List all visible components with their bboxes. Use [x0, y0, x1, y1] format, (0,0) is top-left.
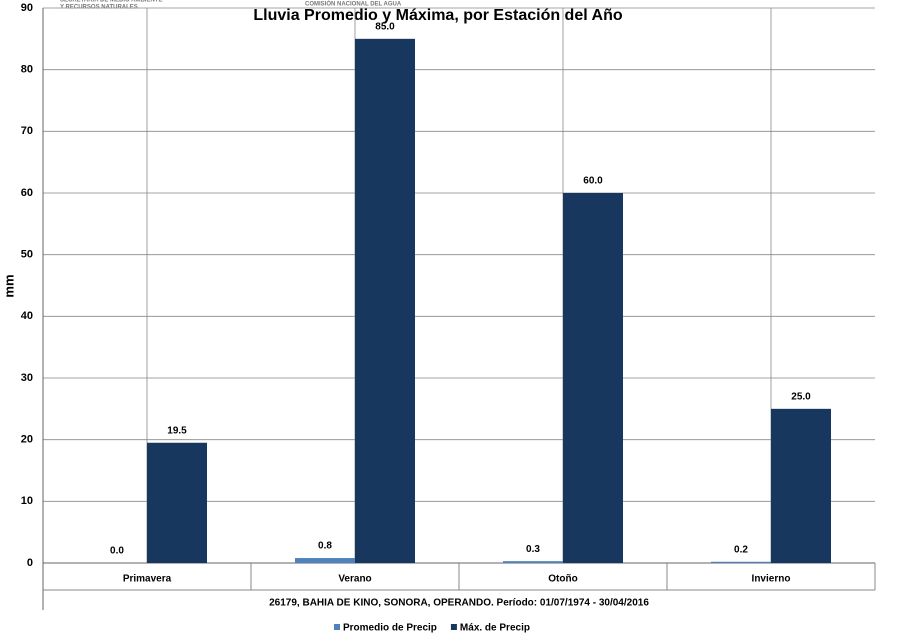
value-label: 85.0 [375, 21, 395, 32]
bar [295, 558, 355, 563]
y-tick-label: 60 [21, 187, 33, 199]
y-tick-label: 30 [21, 372, 33, 384]
value-label: 19.5 [167, 425, 187, 436]
legend-label: Promedio de Precip [343, 623, 437, 634]
y-tick-label: 10 [21, 495, 33, 507]
y-tick-label: 0 [27, 557, 33, 569]
y-tick-label: 80 [21, 64, 33, 76]
y-tick-label: 20 [21, 434, 33, 446]
bar [711, 561, 771, 563]
value-label: 60.0 [583, 176, 603, 187]
legend-swatch [450, 624, 457, 630]
logo-text: COMISIÓN NACIONAL DEL AGUA [305, 0, 402, 8]
value-label: 0.3 [526, 544, 540, 555]
value-label: 0.0 [110, 546, 124, 557]
y-tick-label: 90 [21, 2, 33, 14]
legend-label: Máx. de Precip [460, 623, 530, 634]
bar [147, 442, 207, 563]
y-tick-label: 50 [21, 249, 33, 261]
y-tick-label: 70 [21, 125, 33, 137]
value-label: 25.0 [791, 391, 811, 402]
bar [503, 561, 563, 563]
value-label: 0.8 [318, 541, 332, 552]
value-label: 0.2 [734, 544, 748, 555]
chart-title: Lluvia Promedio y Máxima, por Estación d… [253, 7, 622, 24]
subtitle: 26179, BAHIA DE KINO, SONORA, OPERANDO. … [269, 598, 649, 609]
bar [355, 38, 415, 564]
logo-text: Y RECURSOS NATURALES [60, 5, 138, 11]
y-tick-label: 40 [21, 310, 33, 322]
x-tick-label: Invierno [752, 574, 791, 585]
bar [563, 193, 623, 563]
bar [771, 408, 831, 563]
x-tick-label: Otoño [548, 574, 577, 585]
y-axis-label: mm [1, 274, 16, 297]
legend-swatch [334, 624, 340, 630]
x-tick-label: Verano [338, 574, 371, 585]
x-tick-label: Primavera [123, 574, 172, 585]
logo-text: SECRETARIA DE MEDIO AMBIENTE [60, 0, 162, 4]
